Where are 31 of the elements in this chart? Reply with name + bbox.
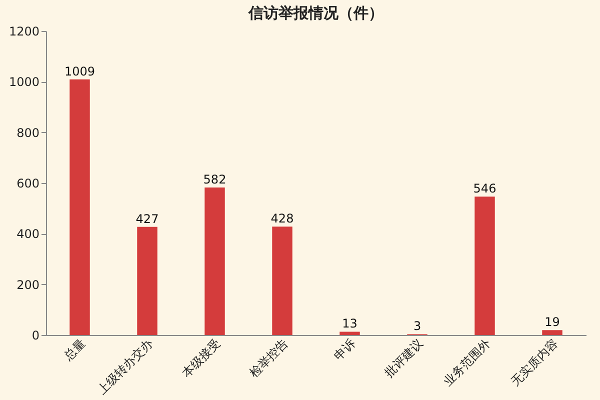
bar [204,188,225,335]
bar [340,332,360,335]
bar [542,330,562,335]
x-tick-label: 业务范围外 [440,336,494,388]
bar [70,79,90,335]
x-tick-label: 总量 [60,336,88,364]
y-tick-label: 1200 [8,24,40,38]
chart-title: 信访举报情况（件） [248,4,384,22]
x-tick-label: 上级转办交办 [94,336,156,397]
data-label: 3 [413,319,422,334]
data-label: 428 [270,212,294,226]
y-tick-label: 200 [16,278,40,292]
x-tick-label: 无实质内容 [508,336,561,388]
x-tick-label: 检举控告 [246,336,291,380]
data-label: 582 [203,172,226,187]
y-tick-label: 400 [16,227,40,242]
x-tick-label: 批评建议 [382,336,426,380]
y-tick-label: 0 [32,328,40,342]
bar [474,196,495,335]
data-label: 1009 [64,64,96,78]
data-label: 546 [473,182,496,196]
data-label: 19 [544,315,560,330]
data-label: 13 [342,316,358,331]
y-tick-label: 600 [16,176,40,190]
y-tick-label: 1000 [8,75,40,90]
y-tick-label: 800 [16,126,40,140]
bar [137,226,158,335]
bar [272,226,292,335]
x-tick-label: 申诉 [331,336,358,363]
x-tick-label: 本级接受 [179,336,224,380]
data-label: 427 [136,212,159,226]
